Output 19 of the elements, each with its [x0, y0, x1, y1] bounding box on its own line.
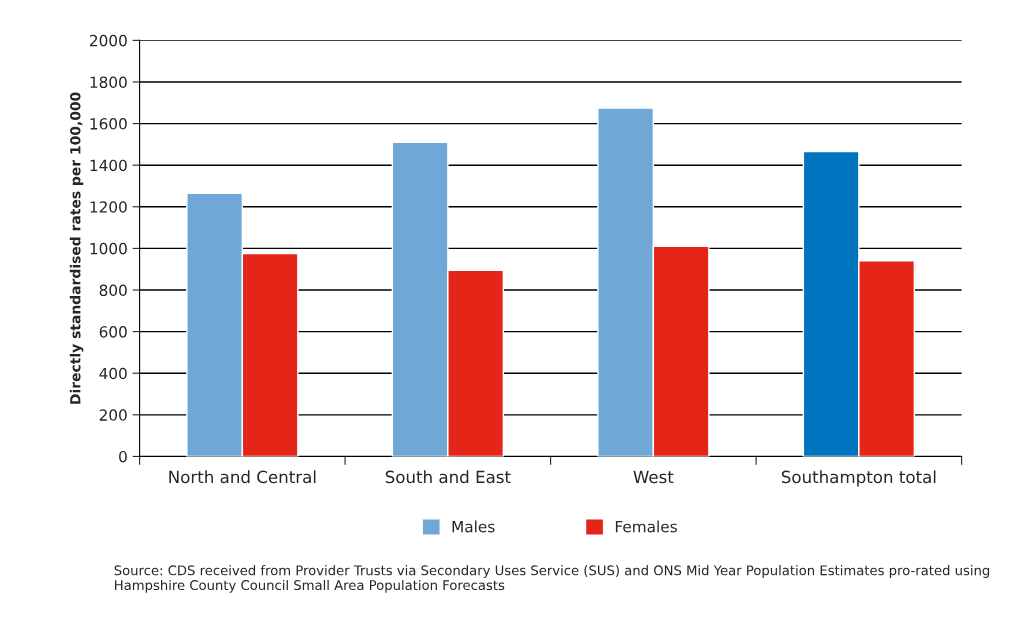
y-tick-label: 1400 — [90, 159, 127, 172]
y-tick-label: 200 — [99, 409, 127, 421]
y-tick-label: 1200 — [90, 201, 127, 213]
source-note: Source: CDS received from Provider Trusts via Secondary Uses Service (SUS) and ONS Mid Year Population Estimates pro-rated using Hampshire County Council Small Area Population Forecasts — [114, 565, 990, 593]
x-tick-label: West — [633, 470, 674, 484]
x-tick-label: South and East — [385, 470, 511, 484]
y-tick-label: 800 — [99, 284, 127, 297]
y-tick-label: 600 — [99, 326, 127, 338]
x-tick-label: Southampton total — [781, 470, 936, 487]
y-tick-label: 1800 — [90, 76, 127, 88]
y-tick-label: 2000 — [90, 34, 127, 47]
y-axis-title: Directly standardised rates per 100,000 — [69, 92, 84, 404]
legend-label: Females — [615, 520, 677, 533]
x-tick-label: North and Central — [169, 470, 316, 484]
y-tick-label: 1000 — [90, 242, 127, 255]
legend-label: Males — [452, 520, 495, 533]
y-tick-label: 0 — [119, 450, 127, 463]
y-tick-label: 400 — [99, 367, 127, 380]
y-tick-label: 1600 — [90, 118, 127, 130]
